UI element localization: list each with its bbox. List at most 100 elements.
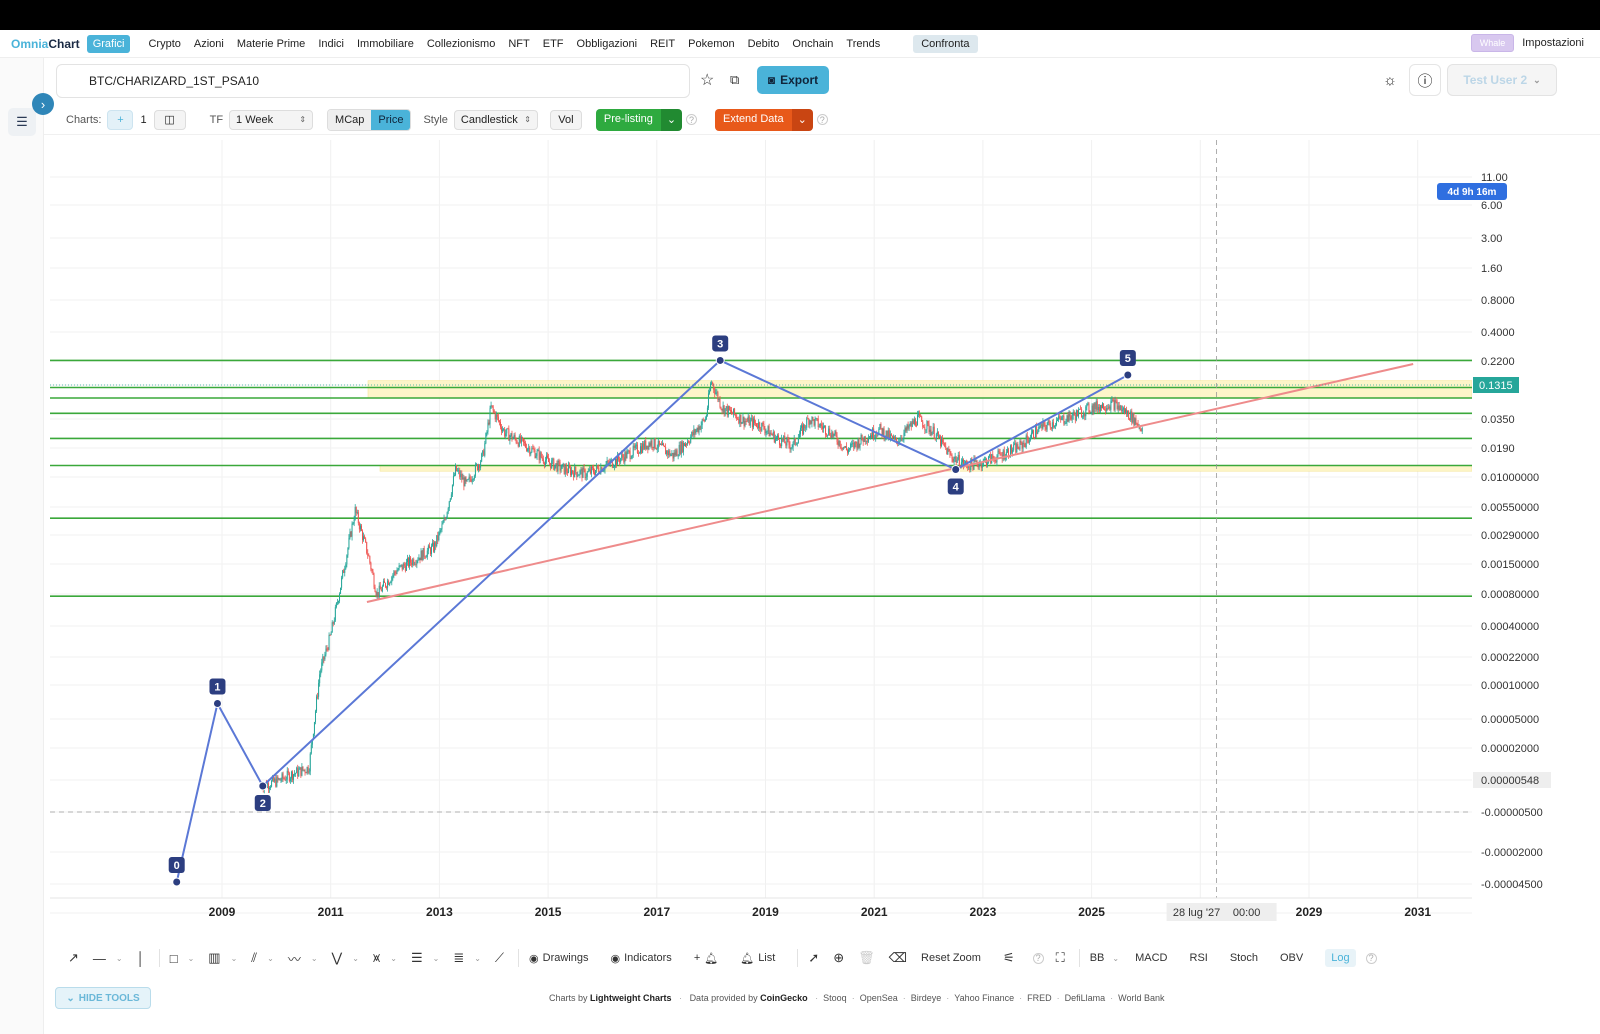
- wave-tool[interactable]: 〰 ⌄: [288, 949, 318, 968]
- help-icon[interactable]: ?: [1365, 952, 1377, 964]
- help-icon[interactable]: ?: [686, 114, 698, 125]
- nav-item-reit[interactable]: REIT: [650, 37, 676, 50]
- ruler-tool[interactable]: ⟋: [495, 950, 504, 966]
- nav-item-trends[interactable]: Trends: [846, 37, 881, 50]
- nav-item-immobiliare[interactable]: Immobiliare: [357, 37, 414, 50]
- nav-item-debito[interactable]: Debito: [747, 37, 780, 50]
- wave-point[interactable]: [258, 781, 268, 791]
- volume-toggle[interactable]: Vol: [549, 109, 582, 130]
- user-menu[interactable]: Test User 2 ⌄: [1447, 64, 1557, 96]
- magnet-tool[interactable]: ⚟: [1003, 950, 1015, 966]
- nav-item-crypto[interactable]: Crypto: [148, 37, 181, 50]
- wave-point[interactable]: [212, 698, 222, 708]
- mcap-option[interactable]: MCap: [328, 109, 372, 130]
- source-link-birdeye[interactable]: Birdeye: [910, 993, 942, 1003]
- nav-item-etf[interactable]: ETF: [542, 37, 564, 50]
- nav-item-materie-prime[interactable]: Materie Prime: [236, 37, 306, 50]
- bars-tool[interactable]: ▥ ⌄: [208, 950, 237, 966]
- compare-button[interactable]: Confronta: [913, 34, 978, 53]
- reset-zoom-button[interactable]: Reset Zoom: [921, 952, 981, 964]
- style-select[interactable]: Candlestick ⇕: [453, 109, 538, 130]
- log-scale-button[interactable]: Log: [1325, 949, 1356, 967]
- export-button[interactable]: ◙ Export: [757, 66, 829, 94]
- hide-tools-button[interactable]: ⌄ HIDE TOOLS: [55, 987, 151, 1009]
- source-link-fred[interactable]: FRED: [1027, 993, 1052, 1003]
- source-link-stooq[interactable]: Stooq: [823, 993, 847, 1003]
- candle-body: [814, 418, 816, 426]
- trend-tool[interactable]: ↗: [68, 950, 79, 966]
- help-icon[interactable]: ?: [816, 114, 828, 125]
- timeframe-select[interactable]: 1 Week ⇕: [229, 109, 314, 130]
- theme-toggle[interactable]: ☼: [1374, 64, 1406, 96]
- nav-item-pokemon[interactable]: Pokemon: [688, 37, 735, 50]
- wave-point[interactable]: [172, 877, 182, 887]
- chevron-down-icon[interactable]: ⌄: [791, 108, 813, 131]
- cursor-tool[interactable]: ➚: [808, 950, 819, 966]
- eraser-tool[interactable]: ⌫: [889, 950, 907, 966]
- rect-tool[interactable]: □ ⌄: [170, 951, 195, 966]
- wave-point[interactable]: [715, 355, 725, 365]
- indicators-button[interactable]: ◉ Indicators: [611, 952, 672, 965]
- candle-body: [418, 557, 420, 561]
- fullscreen-button[interactable]: ⛶: [1056, 950, 1065, 966]
- whale-badge[interactable]: Whale: [1470, 34, 1515, 52]
- candle-body: [936, 431, 938, 435]
- candle-body: [862, 439, 864, 443]
- symbol-search[interactable]: BTC/CHARIZARD_1ST_PSA10: [56, 64, 690, 98]
- extend-data-button[interactable]: Extend Data ⌄: [715, 108, 813, 131]
- prelisting-button[interactable]: Pre-listing ⌄: [595, 108, 683, 131]
- add-alert-button[interactable]: + 🔔︎: [694, 952, 718, 965]
- settings-link[interactable]: Impostazioni: [1522, 37, 1584, 49]
- nav-item-onchain[interactable]: Onchain: [792, 37, 834, 50]
- layout-select[interactable]: ◫: [153, 109, 186, 130]
- coingecko-link[interactable]: CoinGecko: [760, 993, 808, 1003]
- nav-item-collezionismo[interactable]: Collezionismo: [426, 37, 496, 50]
- help-icon[interactable]: ?: [1032, 952, 1044, 964]
- lib-link[interactable]: Lightweight Charts: [590, 993, 672, 1003]
- levels-tool[interactable]: ≣ ⌄: [453, 950, 481, 966]
- source-link-opensea[interactable]: OpenSea: [859, 993, 898, 1003]
- source-link-defillama[interactable]: DefiLlama: [1064, 993, 1106, 1003]
- delete-tool[interactable]: 🗑︎: [858, 950, 875, 966]
- wave-point[interactable]: [951, 464, 961, 474]
- help-button[interactable]: ⓘ: [1409, 64, 1441, 96]
- source-link-world-bank[interactable]: World Bank: [1118, 993, 1165, 1003]
- footer-credits: Charts by Lightweight Charts · Data prov…: [549, 993, 1165, 1003]
- drawings-button[interactable]: ◉ Drawings: [529, 952, 588, 965]
- wave-point[interactable]: [1123, 370, 1133, 380]
- price-chart[interactable]: 0 1 2 3 4 5 11.00 6.00 3.00 1.60 0.8000 0.4000 0.220…: [44, 140, 1600, 940]
- logo[interactable]: OmniaChart: [11, 37, 80, 51]
- pattern-tool[interactable]: ⩙ ⌄: [373, 950, 397, 966]
- rsi-button[interactable]: RSI: [1189, 952, 1208, 964]
- alert-list-button[interactable]: 🔔︎ List: [740, 952, 775, 965]
- source-link-yahoo-finance[interactable]: Yahoo Finance: [954, 993, 1015, 1003]
- chevron-down-icon[interactable]: ⌄: [660, 108, 683, 131]
- nav-item-grafici[interactable]: Grafici: [86, 34, 131, 53]
- add-chart-button[interactable]: +: [107, 109, 134, 130]
- obv-button[interactable]: OBV: [1279, 952, 1304, 964]
- chevron-down-icon[interactable]: ⌄: [1112, 953, 1120, 963]
- trendline[interactable]: [366, 363, 1414, 603]
- list-toggle-button[interactable]: ☰: [8, 108, 36, 136]
- bb-button[interactable]: BB: [1089, 952, 1105, 964]
- copy-icon[interactable]: ⧉: [730, 72, 740, 87]
- expand-sidebar-button[interactable]: ›: [32, 93, 54, 115]
- star-icon[interactable]: ☆: [700, 72, 715, 89]
- zoom-tool[interactable]: ⊕: [833, 950, 844, 966]
- vline-tool[interactable]: │: [137, 951, 145, 966]
- zigzag-tool[interactable]: ⋁ ⌄: [332, 950, 359, 966]
- stoch-button[interactable]: Stoch: [1229, 952, 1258, 964]
- elliott-wave-line[interactable]: [175, 359, 1129, 883]
- candle-body: [842, 446, 844, 450]
- price-option[interactable]: Price: [371, 109, 411, 130]
- hline-tool[interactable]: — ⌄: [93, 951, 123, 966]
- nav-item-azioni[interactable]: Azioni: [193, 37, 224, 50]
- channel-tool[interactable]: ⫽ ⌄: [251, 950, 274, 966]
- nav-item-obbligazioni[interactable]: Obbligazioni: [576, 37, 638, 50]
- nav-item-indici[interactable]: Indici: [318, 37, 344, 50]
- candle-body: [961, 459, 963, 463]
- macd-button[interactable]: MACD: [1135, 952, 1168, 964]
- logo-part-1: Omnia: [11, 36, 49, 51]
- nav-item-nft[interactable]: NFT: [508, 37, 530, 50]
- fib-tool[interactable]: ☰ ⌄: [411, 950, 439, 966]
